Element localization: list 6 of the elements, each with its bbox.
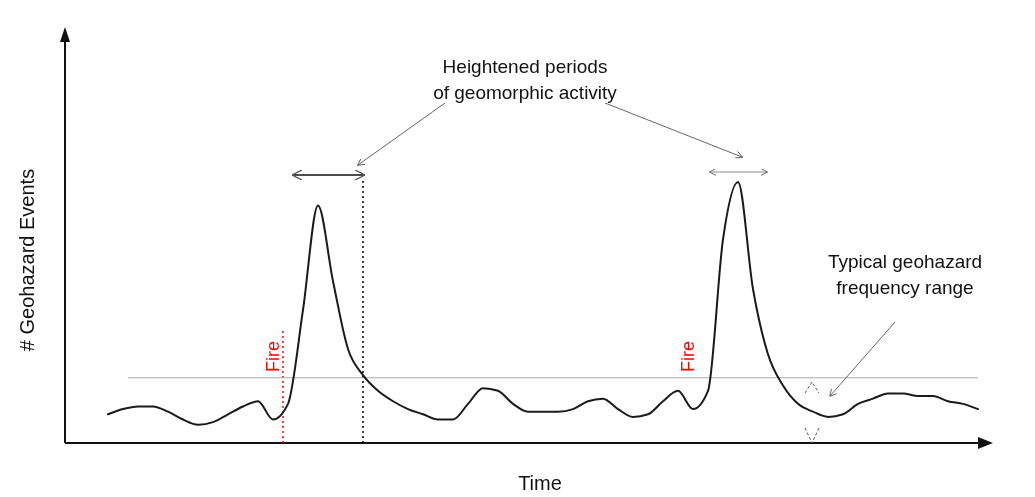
annotation: Fire: [678, 341, 698, 372]
x-axis-title: Time: [518, 472, 562, 494]
text: Heightened periods of geomorphic activity: [433, 56, 618, 103]
annotation: Typical geohazard frequency range: [827, 251, 983, 298]
y-axis-title: # Geohazard Events: [16, 168, 38, 352]
annotation: Fire: [263, 341, 283, 372]
